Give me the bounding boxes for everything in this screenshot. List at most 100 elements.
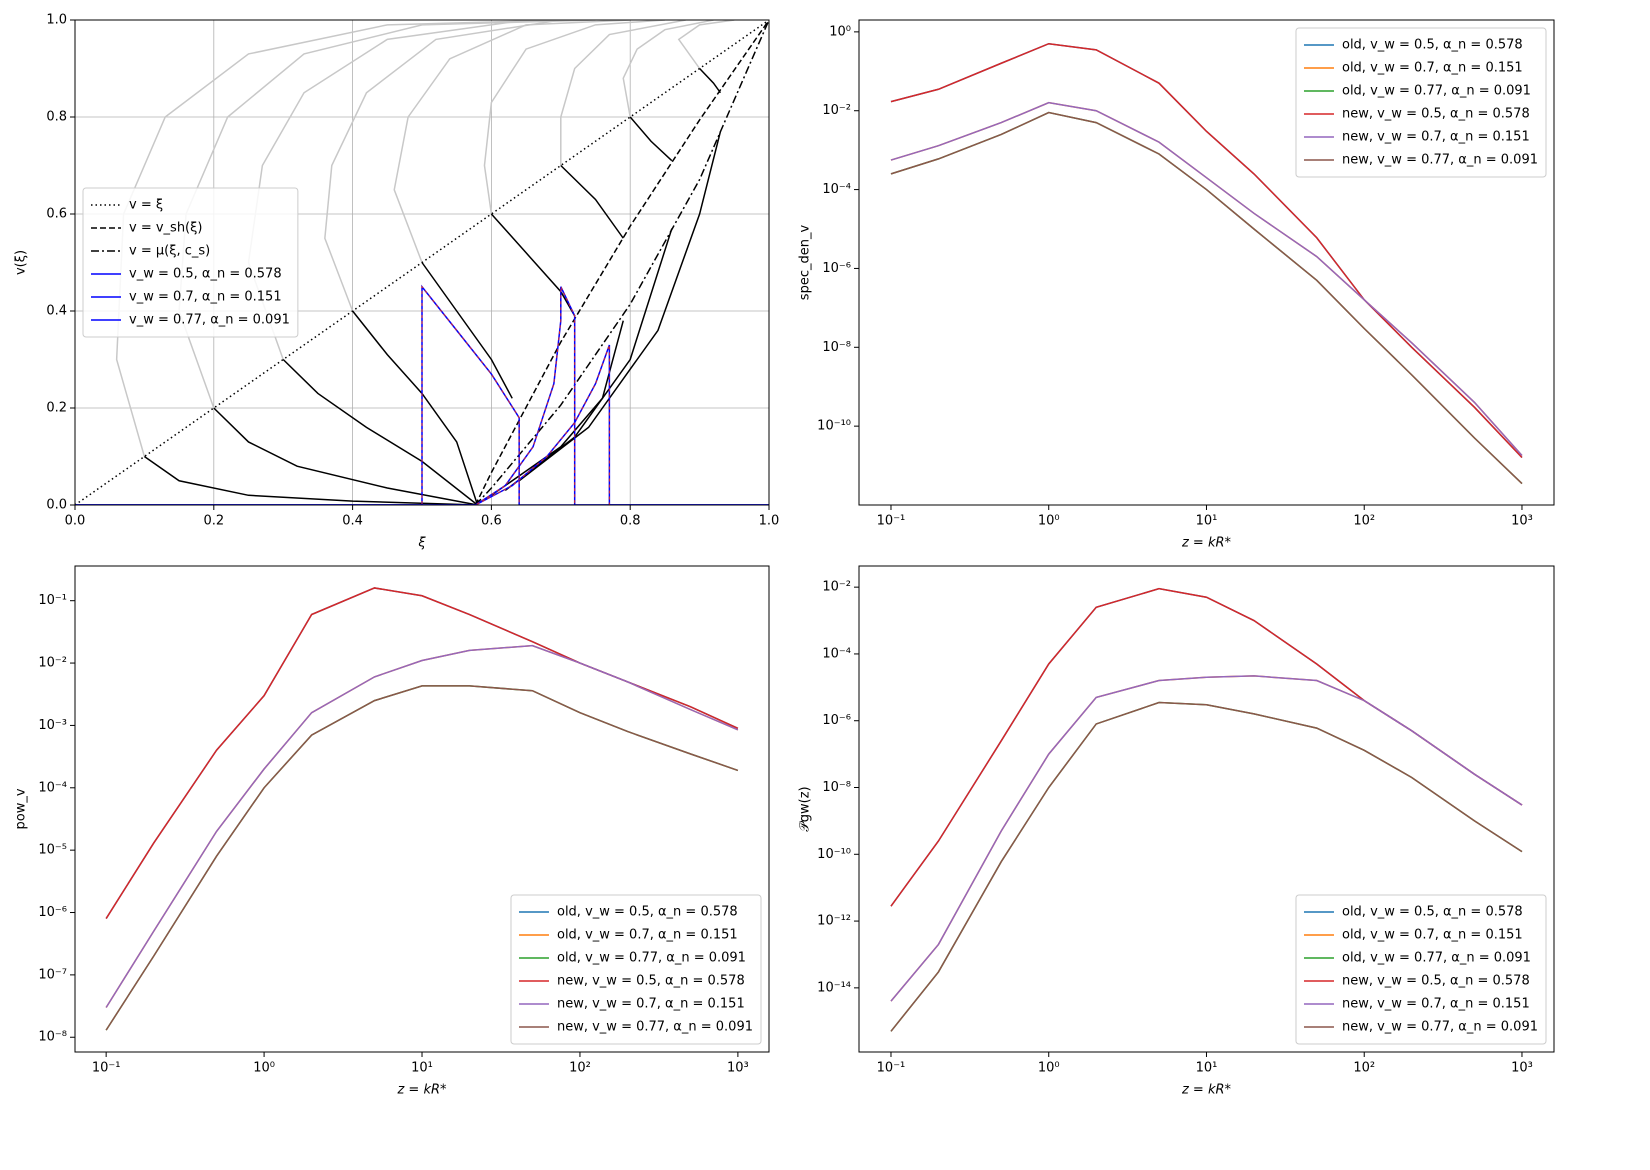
legend-label: v_w = 0.77, α_n = 0.091 <box>129 313 290 328</box>
series-overlay <box>75 344 769 505</box>
legend: old, v_w = 0.5, α_n = 0.578 old, v_w = 0.… <box>1295 27 1547 178</box>
x-tick-label: 10² <box>1353 514 1375 529</box>
y-tick-label: 0.2 <box>46 401 67 416</box>
legend-label: new, v_w = 0.7, α_n = 0.151 <box>1342 130 1530 145</box>
axes-frame <box>858 565 1555 1053</box>
series-line <box>393 20 631 263</box>
y-tick-label: 0.6 <box>46 207 67 222</box>
series-line <box>677 20 735 69</box>
series-line <box>143 455 478 505</box>
legend-label: old, v_w = 0.5, α_n = 0.578 <box>1342 38 1523 53</box>
panel: 10⁻¹ 10⁰ 10¹ 10² 10³ 10⁻² 10⁻⁴ 10⁻⁶ 10⁻⁸ 10⁻¹⁰ 10⁻… <box>798 565 1555 1098</box>
legend-label: old, v_w = 0.77, α_n = 0.091 <box>1342 84 1531 99</box>
series-line <box>474 20 769 505</box>
series-line <box>105 587 739 919</box>
x-tick-label: 0.2 <box>203 514 224 529</box>
series-line <box>518 131 722 482</box>
series-line <box>890 111 1523 485</box>
axes-frame <box>74 565 770 1053</box>
series-line <box>699 67 722 94</box>
y-tick-label: 0.4 <box>46 304 67 319</box>
series-line <box>483 20 665 215</box>
series-line <box>105 644 739 1008</box>
x-tick-label: 1.0 <box>759 514 780 529</box>
plot-area <box>105 587 739 1031</box>
series-line <box>421 262 513 399</box>
series-overlay <box>75 286 769 505</box>
y-tick-label: 10⁻¹ <box>38 593 67 608</box>
y-tick-label: 10⁻⁴ <box>822 646 851 661</box>
legend-label: new, v_w = 0.77, α_n = 0.091 <box>557 1020 753 1035</box>
series-line <box>504 228 673 492</box>
plot-area <box>890 587 1523 1032</box>
series-line <box>490 213 576 317</box>
y-tick-label: 10⁻² <box>38 656 67 671</box>
y-tick-label: 10⁻⁴ <box>822 182 851 197</box>
y-tick-label: 10⁻¹⁰ <box>817 847 851 862</box>
legend-label: new, v_w = 0.5, α_n = 0.578 <box>557 974 745 989</box>
y-tick-label: 10⁻⁸ <box>822 780 851 795</box>
legend-label: old, v_w = 0.7, α_n = 0.151 <box>1342 928 1523 943</box>
legend-label: old, v_w = 0.5, α_n = 0.578 <box>557 905 738 920</box>
x-tick-label: 10⁰ <box>1038 1061 1060 1076</box>
axes-frame <box>74 19 770 506</box>
series-line <box>622 20 714 118</box>
y-tick-label: 0.8 <box>46 110 67 125</box>
x-tick-label: 10⁻¹ <box>877 1061 906 1076</box>
y-axis-label: v(ξ) <box>14 250 29 275</box>
series-line <box>890 675 1523 1002</box>
series-line <box>75 20 769 505</box>
panel: 10⁻¹ 10⁰ 10¹ 10² 10³ 10⁰ 10⁻² 10⁻⁴ 10⁻⁶ 10⁻⁸ 10⁻¹⁰… <box>798 19 1555 551</box>
y-tick-label: 10⁰ <box>829 24 851 39</box>
legend: v = ξ v = v_sh(ξ)v = μ(ξ, c_s) v_w = 0.5, … <box>82 187 299 338</box>
x-tick-label: 10² <box>1353 1061 1375 1076</box>
y-axis-label: pow_v <box>14 788 29 829</box>
y-tick-label: 1.0 <box>46 13 67 28</box>
y-tick-label: 10⁻⁸ <box>38 1030 67 1045</box>
legend-label: old, v_w = 0.5, α_n = 0.578 <box>1342 905 1523 920</box>
x-tick-label: 10⁻¹ <box>92 1061 121 1076</box>
series-line <box>560 20 686 166</box>
y-axis-label: 𝒫gw(z) <box>798 786 813 831</box>
y-tick-label: 10⁻³ <box>38 718 67 733</box>
legend-label: v = v_sh(ξ) <box>129 221 202 236</box>
y-tick-label: 10⁻² <box>822 580 851 595</box>
x-tick-label: 0.4 <box>342 514 363 529</box>
series-line <box>890 701 1523 1032</box>
x-tick-label: 10¹ <box>1196 1061 1218 1076</box>
legend: old, v_w = 0.5, α_n = 0.578 old, v_w = 0.… <box>510 894 762 1045</box>
plot-area <box>890 42 1523 485</box>
y-tick-label: 10⁻⁴ <box>38 780 67 795</box>
x-axis-label: z = kR* <box>1181 1083 1232 1098</box>
y-tick-label: 10⁻¹⁰ <box>817 419 851 434</box>
x-tick-label: 10³ <box>1511 514 1533 529</box>
series-overlay <box>75 285 769 505</box>
x-tick-label: 10¹ <box>411 1061 433 1076</box>
panel: 0.0 0.2 0.4 0.6 0.8 1.0 0.0 0.2 0.4 0.6 0.8 1.0 ξ v(ξ… <box>14 13 780 551</box>
x-tick-label: 10³ <box>727 1061 749 1076</box>
legend-label: new, v_w = 0.5, α_n = 0.578 <box>1342 107 1530 122</box>
x-tick-label: 0.6 <box>481 514 502 529</box>
legend-label: new, v_w = 0.5, α_n = 0.578 <box>1342 974 1530 989</box>
series-line <box>890 101 1523 457</box>
y-tick-label: 10⁻⁶ <box>822 713 851 728</box>
y-tick-label: 10⁻⁸ <box>822 340 851 355</box>
legend-label: v_w = 0.5, α_n = 0.578 <box>129 267 282 282</box>
y-axis-label: spec_den_v <box>798 225 813 301</box>
y-tick-label: 10⁻⁶ <box>38 905 67 920</box>
series-line <box>213 407 478 505</box>
series-line <box>629 116 673 162</box>
y-tick-label: 10⁻⁵ <box>38 843 67 858</box>
x-tick-label: 10² <box>569 1061 591 1076</box>
series-line <box>105 685 739 1031</box>
y-tick-label: 0.0 <box>46 498 67 513</box>
legend-label: new, v_w = 0.77, α_n = 0.091 <box>1342 1020 1538 1035</box>
x-axis-label: ξ <box>417 536 426 551</box>
legend-box <box>1295 894 1547 1045</box>
legend-label: new, v_w = 0.7, α_n = 0.151 <box>1342 997 1530 1012</box>
series-line <box>474 20 769 505</box>
legend-box <box>1295 27 1547 178</box>
legend-box <box>82 187 299 338</box>
series-line <box>490 320 624 496</box>
